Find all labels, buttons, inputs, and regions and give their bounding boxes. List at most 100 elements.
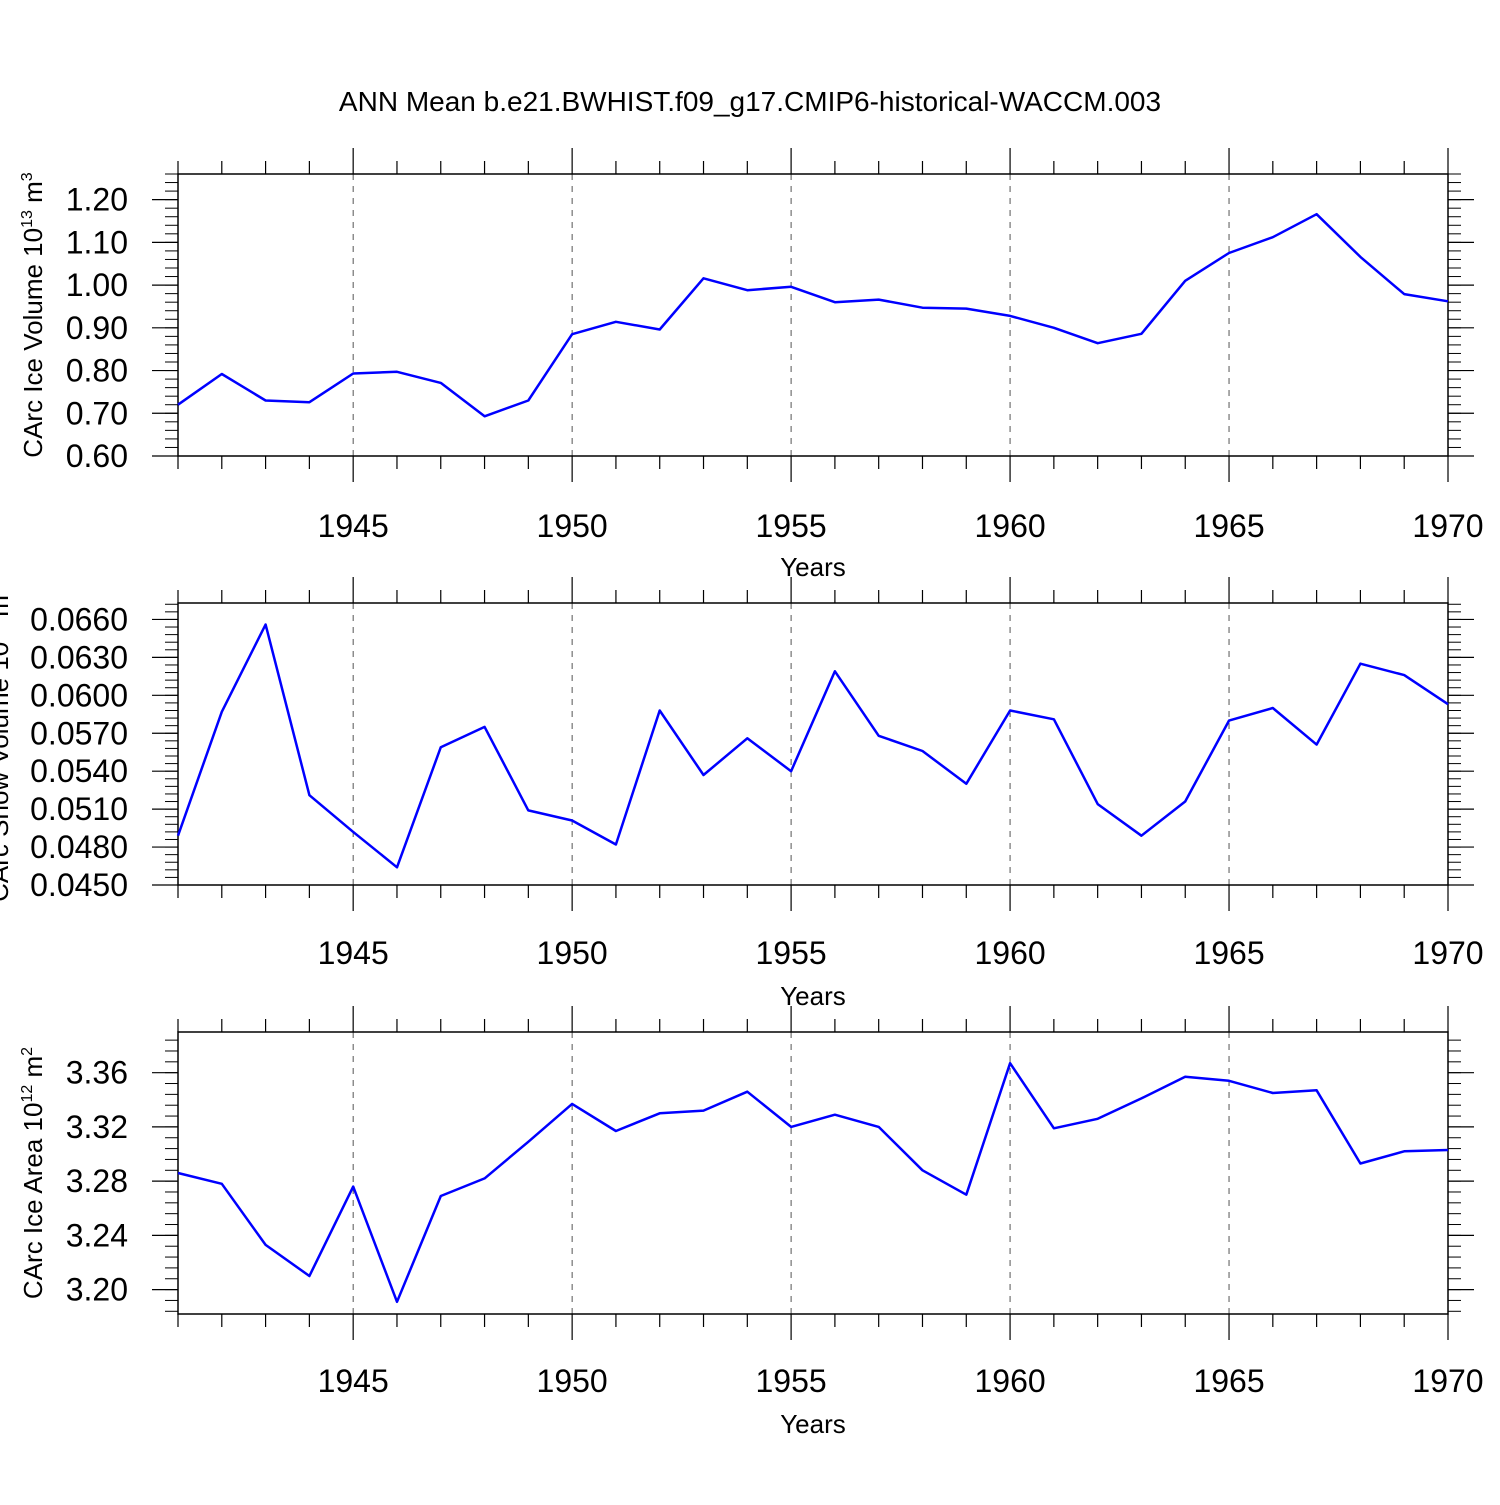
chart-panel-2: 0.04500.04800.05100.05400.05700.06000.06… [0,577,1484,1011]
y-tick-label: 0.0570 [30,715,128,751]
y-axis-label: CArc Ice Volume 1013 m3 [18,172,48,457]
x-axis-label: Years [780,552,846,582]
data-point [395,865,399,869]
data-point [264,398,268,402]
x-tick-label: 1950 [537,508,608,544]
y-tick-label: 1.20 [66,182,128,218]
y-tick-label: 0.80 [66,353,128,389]
data-point [1227,251,1231,255]
data-point [1227,719,1231,723]
data-point [1446,299,1450,303]
data-point [833,300,837,304]
data-point [789,1125,793,1129]
data-point [1402,673,1406,677]
data-point [789,769,793,773]
data-point [658,1111,662,1115]
data-point [1271,235,1275,239]
data-point [439,745,443,749]
plot-frame [177,1031,1449,1315]
data-point [307,793,311,797]
data-point [570,819,574,823]
data-point [789,285,793,289]
series-line [176,623,1449,869]
data-point [351,1185,355,1189]
data-point [220,372,224,376]
data-point [1271,706,1275,710]
x-tick-label: 1960 [974,935,1045,971]
x-tick-label: 1960 [974,1363,1045,1399]
data-point [264,1243,268,1247]
data-point [176,834,180,838]
chart-panel-3: 3.20 3.24 3.28 3.32 3.36 1945 1950 1955 1960 1965… [18,1006,1484,1439]
y-tick-label: 0.60 [66,438,128,474]
x-tick-label: 1945 [318,508,389,544]
data-point [395,1300,399,1304]
data-point [351,372,355,376]
data-point [1096,1117,1100,1121]
y-tick-label: 3.28 [66,1163,128,1199]
data-point [614,320,618,324]
data-point [439,1194,443,1198]
data-point [307,1274,311,1278]
data-point [1008,708,1012,712]
data-point [702,1109,706,1113]
data-point [920,306,924,310]
y-tick-label: 0.0510 [30,791,128,827]
x-tick-label: 1970 [1412,935,1483,971]
data-point [1052,1126,1056,1130]
data-point [1183,800,1187,804]
y-tick-label: 1.00 [66,267,128,303]
y-tick-label: 0.90 [66,310,128,346]
x-tick-label: 1965 [1193,935,1264,971]
y-axis-label: CArc Snow Volume 1013 m3 [0,586,14,902]
x-tick-label: 1950 [537,935,608,971]
data-point [964,782,968,786]
data-point [964,1193,968,1197]
y-tick-label: 0.0450 [30,867,128,903]
y-tick-label: 0.70 [66,395,128,431]
data-point [1096,341,1100,345]
data-point [1358,1162,1362,1166]
y-tick-label: 0.0660 [30,601,128,637]
data-point [877,1125,881,1129]
data-point [1358,255,1362,259]
data-point [833,1113,837,1117]
x-tick-label: 1955 [756,935,827,971]
y-tick-label: 1.10 [66,224,128,260]
data-point [483,414,487,418]
data-point [1402,1149,1406,1153]
data-point [964,307,968,311]
data-point [614,1129,618,1133]
data-point [745,288,749,292]
series-line [177,1061,1449,1304]
data-point [920,1168,924,1172]
plot-frame [177,173,1449,457]
data-point [658,708,662,712]
data-point [614,843,618,847]
data-point [264,622,268,626]
data-point [395,370,399,374]
y-axis-label: CArc Ice Area 1012 m2 [18,1047,48,1299]
data-point [176,1171,180,1175]
data-point [833,669,837,673]
plot-frame [177,602,1449,886]
series-line [177,212,1449,418]
data-point [1315,1088,1319,1092]
data-point [351,830,355,834]
x-axis-label: Years [780,981,846,1011]
data-point [483,725,487,729]
data-point [526,398,530,402]
data-point [1008,314,1012,318]
y-tick-label: 0.0480 [30,829,128,865]
data-point [1315,212,1319,216]
chart-panel-1: 0.60 0.70 0.80 0.90 1.00 1.10 1.20 1945 1950 1955… [18,148,1484,582]
data-point [220,710,224,714]
x-tick-label: 1945 [318,1363,389,1399]
chart-title: ANN Mean b.e21.BWHIST.f09_g17.CMIP6-hist… [339,86,1161,117]
data-point [570,332,574,336]
data-point [658,328,662,332]
data-point [1446,702,1450,706]
data-point [1358,662,1362,666]
x-tick-label: 1945 [318,935,389,971]
